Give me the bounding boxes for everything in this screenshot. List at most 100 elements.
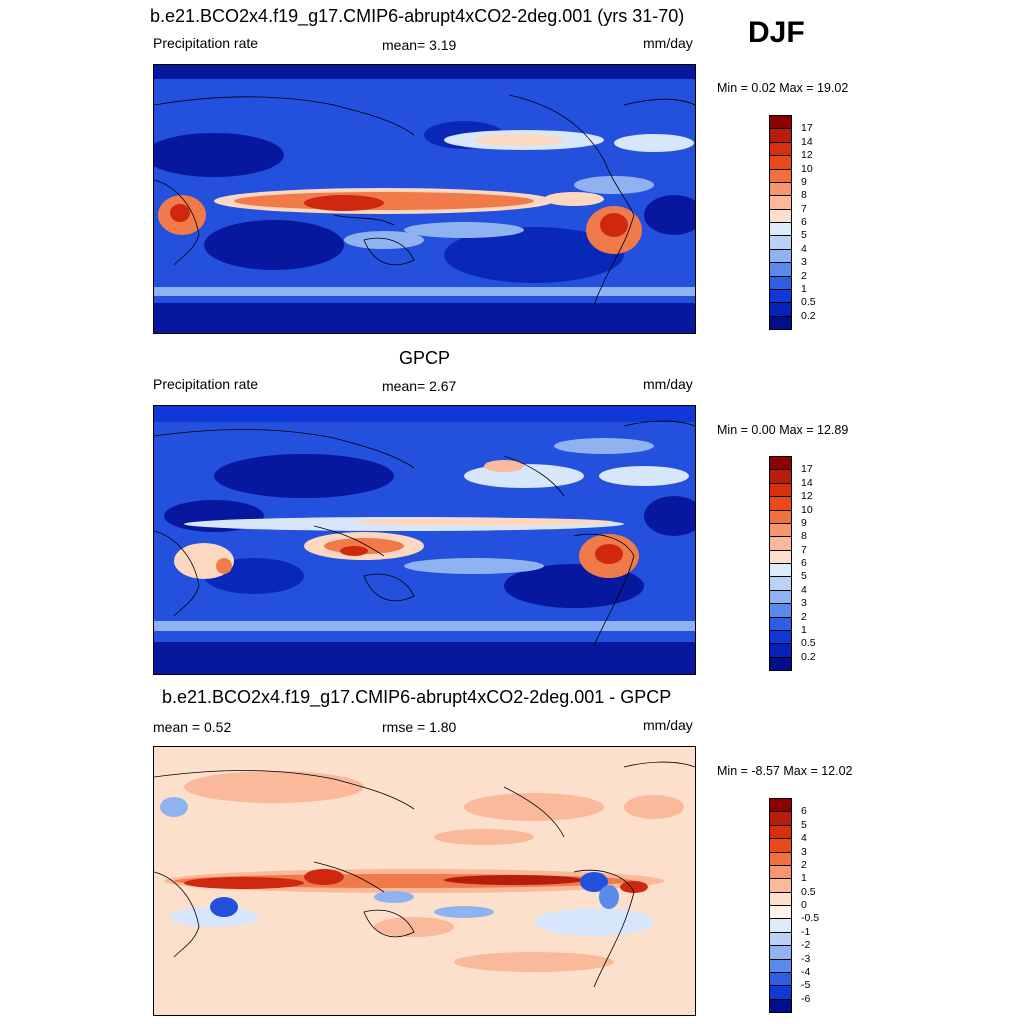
panel-3-mean-label: mean = 0.52 bbox=[153, 719, 232, 735]
colorbar-level-label: 5 bbox=[801, 818, 807, 831]
panel-2-colorbar: 17 14 12 10 9 8 7 6 5 4 3 2 1 0.5 0.2 bbox=[769, 456, 816, 671]
colorbar-swatch bbox=[769, 208, 792, 223]
colorbar-level-label: 2 bbox=[801, 269, 807, 282]
colorbar-level-label: 10 bbox=[801, 162, 813, 175]
colorbar-swatch bbox=[769, 456, 792, 471]
colorbar-swatch bbox=[769, 643, 792, 658]
colorbar-level-label: 2 bbox=[801, 858, 807, 871]
colorbar-level-label: 8 bbox=[801, 189, 807, 202]
colorbar-swatch bbox=[769, 798, 792, 813]
panel-3-title: b.e21.BCO2x4.f19_g17.CMIP6-abrupt4xCO2-2… bbox=[162, 687, 672, 707]
colorbar-swatch bbox=[769, 985, 792, 1000]
colorbar-level-label: 1 bbox=[801, 623, 807, 636]
panel-3-difference-field bbox=[154, 747, 695, 1015]
colorbar-level-label: 0.2 bbox=[801, 650, 816, 663]
colorbar-swatch bbox=[769, 549, 792, 564]
colorbar-level-label: -3 bbox=[801, 952, 811, 965]
colorbar-swatch bbox=[769, 522, 792, 538]
colorbar-swatch bbox=[769, 115, 792, 130]
colorbar-swatch bbox=[769, 128, 792, 143]
colorbar-swatch bbox=[769, 824, 792, 840]
colorbar-level-label: -2 bbox=[801, 939, 811, 952]
colorbar-level-label: 2 bbox=[801, 610, 807, 623]
colorbar-level-label: 17 bbox=[801, 122, 813, 135]
colorbar-level-label: 9 bbox=[801, 516, 807, 529]
panel-1-minmax: Min = 0.02 Max = 19.02 bbox=[717, 81, 849, 95]
colorbar-level-label: 8 bbox=[801, 530, 807, 543]
colorbar-swatch bbox=[769, 222, 792, 237]
colorbar-swatch bbox=[769, 536, 792, 551]
colorbar-swatch bbox=[769, 262, 792, 277]
colorbar-level-label: 12 bbox=[801, 490, 813, 503]
colorbar-swatch bbox=[769, 315, 792, 330]
colorbar-level-label: -5 bbox=[801, 979, 811, 992]
colorbar-swatch bbox=[769, 496, 792, 511]
colorbar-level-label: 7 bbox=[801, 543, 807, 556]
colorbar-swatch bbox=[769, 509, 792, 524]
colorbar-level-label: -6 bbox=[801, 992, 811, 1005]
colorbar-swatch bbox=[769, 905, 792, 920]
colorbar-level-label: 17 bbox=[801, 463, 813, 476]
panel-3-map bbox=[153, 746, 696, 1016]
colorbar-swatch bbox=[769, 195, 792, 210]
colorbar-level-label: 1 bbox=[801, 872, 807, 885]
colorbar-level-label: 1 bbox=[801, 282, 807, 295]
colorbar-swatch bbox=[769, 918, 792, 933]
colorbar-swatch bbox=[769, 864, 792, 880]
colorbar-level-label: -4 bbox=[801, 965, 811, 978]
colorbar-swatch bbox=[769, 851, 792, 866]
colorbar-swatch bbox=[769, 958, 792, 973]
colorbar-level-label: 5 bbox=[801, 570, 807, 583]
panel-1-precip-field bbox=[154, 65, 695, 333]
colorbar-swatch bbox=[769, 971, 792, 987]
colorbar-level-label: 14 bbox=[801, 135, 813, 148]
colorbar-level-label: 0 bbox=[801, 899, 807, 911]
colorbar-swatch bbox=[769, 155, 792, 170]
colorbar-swatch bbox=[769, 141, 792, 157]
colorbar-swatch bbox=[769, 563, 792, 578]
colorbar-level-label: -0.5 bbox=[801, 912, 820, 925]
colorbar-level-label: 5 bbox=[801, 229, 807, 242]
colorbar-level-label: 4 bbox=[801, 583, 807, 596]
colorbar-swatch bbox=[769, 931, 792, 947]
colorbar-level-label: 4 bbox=[801, 242, 807, 255]
panel-1-variable-label: Precipitation rate bbox=[153, 35, 259, 51]
colorbar-swatch bbox=[769, 302, 792, 317]
colorbar-level-label: 10 bbox=[801, 503, 813, 516]
panel-3-rmse-label: rmse = 1.80 bbox=[382, 719, 457, 735]
colorbar-level-label: 3 bbox=[801, 256, 807, 269]
colorbar-swatch bbox=[769, 248, 792, 264]
panel-3-colorbar: 6 5 4 3 2 1 0.5 0 -0.5 -1 -2 -3 -4 -5 -6 bbox=[769, 798, 819, 1013]
season-label: DJF bbox=[748, 16, 805, 49]
colorbar-swatch bbox=[769, 469, 792, 484]
panel-1-colorbar: 17 14 12 10 9 8 7 6 5 4 3 2 1 0.5 0.2 bbox=[769, 115, 816, 330]
panel-2-minmax: Min = 0.00 Max = 12.89 bbox=[717, 423, 849, 437]
colorbar-level-label: 0.5 bbox=[801, 637, 816, 650]
colorbar-swatch bbox=[769, 878, 792, 893]
panel-1-mean-label: mean= 3.19 bbox=[382, 37, 457, 53]
colorbar-level-label: 7 bbox=[801, 202, 807, 215]
panel-3-minmax: Min = -8.57 Max = 12.02 bbox=[717, 764, 853, 778]
colorbar-level-label: 6 bbox=[801, 557, 807, 569]
colorbar-level-label: 4 bbox=[801, 832, 807, 845]
colorbar-level-label: 14 bbox=[801, 476, 813, 489]
panel-1-units-label: mm/day bbox=[643, 35, 693, 51]
colorbar-swatch bbox=[769, 603, 792, 618]
colorbar-swatch bbox=[769, 656, 792, 671]
panel-2-map bbox=[153, 405, 696, 675]
panel-2-variable-label: Precipitation rate bbox=[153, 376, 259, 392]
colorbar-level-label: 0.5 bbox=[801, 885, 816, 898]
colorbar-swatch bbox=[769, 838, 792, 853]
panel-2-units-label: mm/day bbox=[643, 376, 693, 392]
colorbar-level-label: 9 bbox=[801, 175, 807, 188]
colorbar-level-label: 0.2 bbox=[801, 309, 816, 322]
panel-1-map bbox=[153, 64, 696, 334]
colorbar-swatch bbox=[769, 811, 792, 826]
colorbar-swatch bbox=[769, 181, 792, 197]
colorbar-swatch bbox=[769, 998, 792, 1013]
colorbar-swatch bbox=[769, 482, 792, 498]
colorbar-swatch bbox=[769, 576, 792, 591]
colorbar-level-label: 6 bbox=[801, 805, 807, 818]
colorbar-level-label: -1 bbox=[801, 925, 811, 938]
colorbar-swatch bbox=[769, 629, 792, 645]
